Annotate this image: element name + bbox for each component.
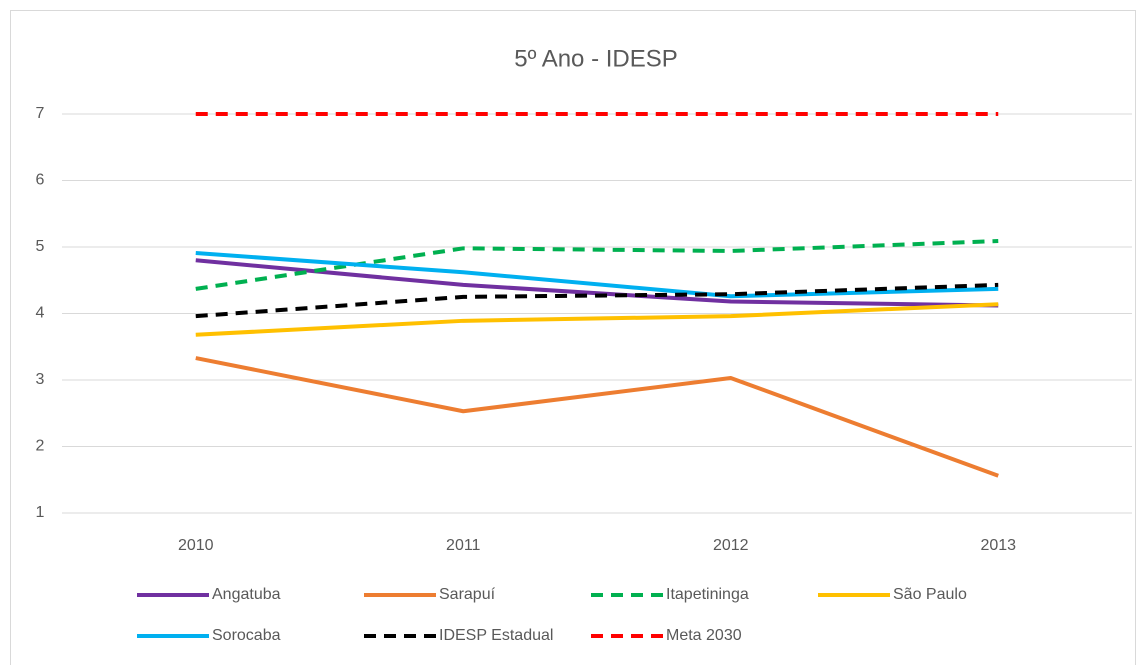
x-tick-label: 2013 <box>980 537 1016 554</box>
legend-label: São Paulo <box>893 586 967 603</box>
y-tick-label: 7 <box>36 105 45 122</box>
x-tick-label: 2012 <box>713 537 749 554</box>
chart-border <box>10 10 1136 665</box>
legend-label: Meta 2030 <box>666 627 742 644</box>
series-line <box>195 250 999 299</box>
series-line <box>195 239 999 291</box>
y-tick-label: 5 <box>36 238 45 255</box>
legend-label: Itapetininga <box>666 586 749 603</box>
series-line <box>195 282 999 319</box>
series-line <box>195 258 999 308</box>
chart-title: 5º Ano - IDESP <box>514 45 678 72</box>
y-tick-label: 4 <box>36 305 45 322</box>
y-tick-label: 3 <box>36 371 45 388</box>
y-tick-label: 1 <box>36 504 45 521</box>
legend-label: Angatuba <box>212 586 281 603</box>
y-tick-label: 6 <box>36 172 45 189</box>
series-line <box>195 302 999 337</box>
legend-label: IDESP Estadual <box>439 627 553 644</box>
x-tick-label: 2011 <box>446 537 481 554</box>
legend-label: Sarapuí <box>439 586 496 603</box>
x-tick-label: 2010 <box>178 537 214 554</box>
legend-label: Sorocaba <box>212 627 281 644</box>
y-tick-label: 2 <box>36 438 45 455</box>
series-line <box>195 356 999 478</box>
